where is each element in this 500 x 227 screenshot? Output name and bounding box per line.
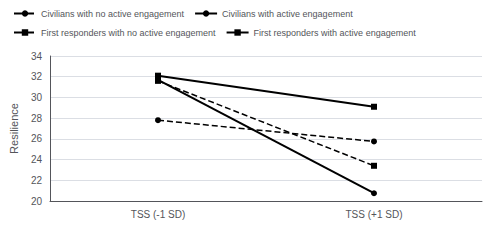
svg-text:26: 26 [31, 133, 43, 144]
svg-text:30: 30 [31, 92, 43, 103]
svg-text:First responders with no activ: First responders with no active engageme… [41, 28, 216, 38]
svg-text:34: 34 [31, 51, 43, 62]
svg-text:28: 28 [31, 113, 43, 124]
svg-text:Civilians with active engageme: Civilians with active engagement [222, 9, 353, 19]
svg-text:24: 24 [31, 154, 43, 165]
svg-text:32: 32 [31, 71, 43, 82]
svg-text:TSS (+1 SD): TSS (+1 SD) [346, 209, 403, 220]
svg-text:Resilience: Resilience [8, 103, 20, 154]
svg-text:TSS (-1 SD): TSS (-1 SD) [131, 209, 185, 220]
svg-text:22: 22 [31, 175, 43, 186]
svg-text:Civilians with no active engag: Civilians with no active engagement [41, 9, 185, 19]
svg-text:20: 20 [31, 196, 43, 207]
svg-text:First responders with active e: First responders with active engagement [254, 28, 417, 38]
